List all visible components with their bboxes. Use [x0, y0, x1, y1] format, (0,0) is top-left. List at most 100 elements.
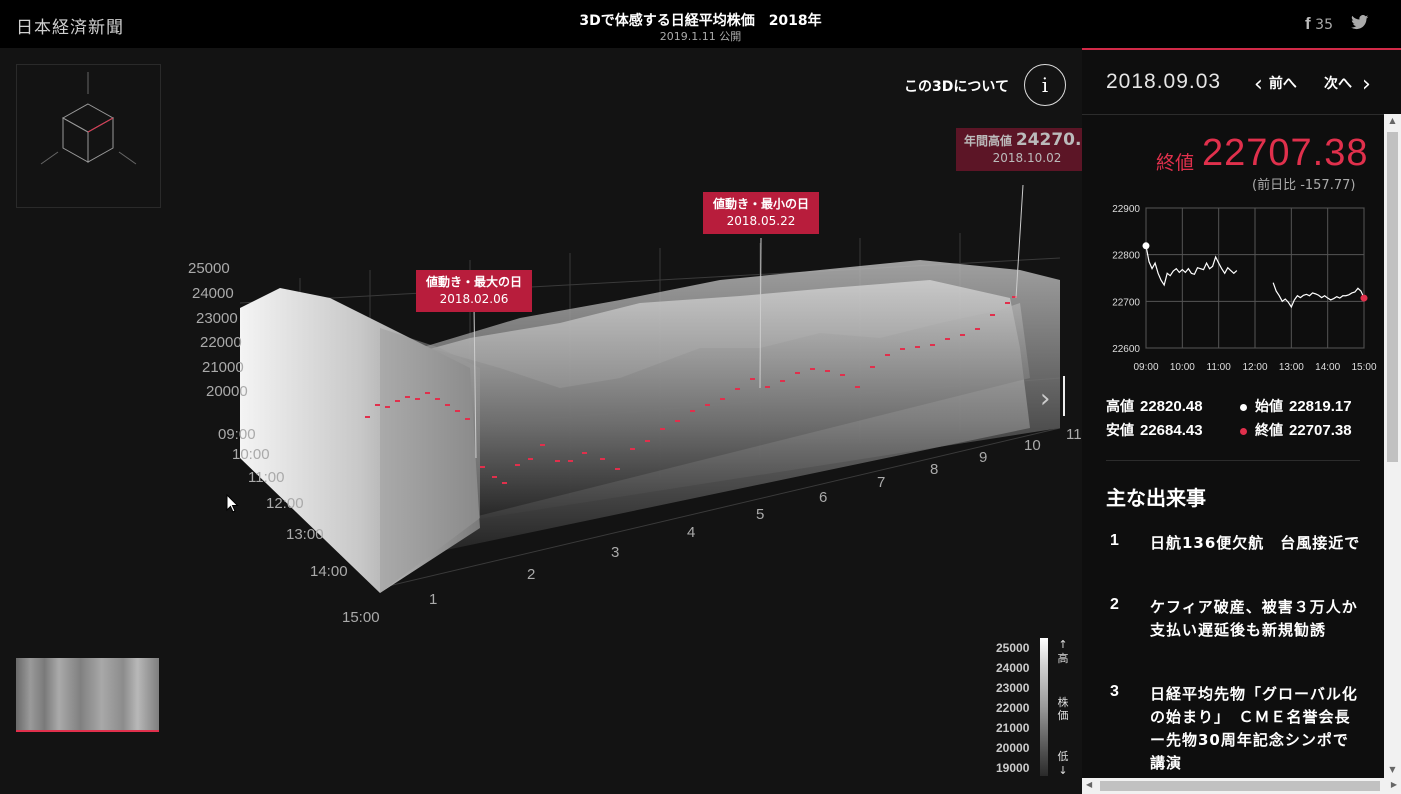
intraday-chart: 22900 22800 22700 22600 09:00 10:00 11:00 12:00…: [1112, 204, 1377, 373]
callout-pointer-lines: [473, 184, 1024, 459]
legend-high-label: 高: [1057, 652, 1069, 665]
horizontal-scrollbar[interactable]: ◀ ▶: [1082, 778, 1401, 794]
hscrollbar-thumb[interactable]: [1100, 781, 1380, 791]
scroll-right-icon[interactable]: ▶: [1390, 780, 1397, 789]
scroll-left-icon[interactable]: ◀: [1086, 780, 1093, 789]
price-color-legend: 25000 24000 23000 22000 21000 20000 1900…: [990, 638, 1078, 788]
view-navigator[interactable]: [16, 64, 161, 208]
next-label: 次へ: [1324, 76, 1352, 92]
legend-value: 22000: [996, 701, 1030, 715]
month-tick: 8: [930, 461, 939, 478]
mouse-cursor-icon: [226, 494, 239, 513]
prev-day-button[interactable]: ‹ 前へ: [1254, 72, 1297, 97]
scroll-down-icon[interactable]: ▼: [1389, 765, 1396, 774]
next-day-button[interactable]: 次へ ›: [1324, 72, 1371, 97]
month-tick: 9: [979, 449, 988, 466]
selected-date: 2018.09.03: [1106, 70, 1222, 93]
month-tick: 6: [819, 489, 828, 506]
share-buttons: f 35: [1305, 14, 1369, 34]
price-tick: 20000: [206, 383, 248, 400]
event-number: 1: [1110, 532, 1119, 549]
legend-value: 20000: [996, 741, 1030, 755]
chart-x-tick-label: 10:00: [1170, 362, 1195, 373]
callout-min-move-date: 2018.05.22: [726, 214, 796, 228]
close-value: 22707.38: [1202, 132, 1369, 174]
month-tick: 1: [429, 591, 438, 608]
time-tick: 15:00: [342, 609, 380, 626]
daily-close-markers: [365, 296, 1017, 484]
price-tick: 25000: [188, 260, 230, 277]
sidebar-scrollbar[interactable]: ▲ ▼: [1384, 114, 1401, 778]
chart-series-line-2: [1272, 282, 1365, 309]
chart-y-tick-label: 22600: [1112, 344, 1140, 355]
timeline-minimap[interactable]: [16, 658, 159, 732]
legend-mid-label: 株価: [1057, 696, 1069, 722]
info-button[interactable]: i: [1024, 64, 1066, 106]
chart-x-tick-label: 12:00: [1242, 362, 1267, 373]
callout-max-move-title: 値動き・最大の日: [425, 275, 522, 289]
scrollbar-thumb[interactable]: [1387, 132, 1398, 462]
prev-label: 前へ: [1268, 76, 1297, 92]
callout-year-high[interactable]: 年間高値 24270.6 2018.10.02: [956, 128, 1082, 171]
open-marker: [1142, 242, 1150, 250]
low-label: 安値: [1106, 423, 1134, 439]
event-number: 2: [1110, 596, 1119, 613]
about-3d-label[interactable]: この3Dについて: [904, 79, 1009, 95]
high-value: 22820.48: [1140, 398, 1203, 415]
facebook-share-button[interactable]: f 35: [1305, 14, 1333, 34]
close-marker: [1360, 294, 1368, 302]
stock-3d-visualization[interactable]: [0, 48, 1082, 794]
price-tick: 22000: [200, 334, 242, 351]
legend-value: 25000: [996, 641, 1030, 655]
events-title: 主な出来事: [1106, 486, 1206, 510]
close2-value: 22707.38: [1289, 422, 1352, 439]
open-dot-icon: [1240, 403, 1247, 411]
chevron-right-icon: ›: [1362, 72, 1371, 97]
twitter-share-button[interactable]: [1351, 14, 1369, 34]
legend-value: 23000: [996, 681, 1030, 695]
chart-x-tick-label: 09:00: [1133, 362, 1158, 373]
3d-stage[interactable]: この3Dについて i 値動き・最大の日 2018.02.06 値動き・最小の日 …: [0, 48, 1082, 794]
chart-y-tick-label: 22700: [1112, 297, 1140, 308]
legend-low-label: 低: [1057, 750, 1069, 763]
close2-label: 終値: [1255, 423, 1283, 439]
month-tick: 2: [527, 566, 536, 583]
open-label: 始値: [1255, 399, 1283, 415]
share-count: 35: [1315, 17, 1333, 33]
callout-year-high-title: 年間高値: [964, 134, 1013, 148]
close-price: 終値 22707.38: [1240, 420, 1352, 440]
detail-sidebar: 2018.09.03 ‹ 前へ 次へ ›: [1082, 48, 1401, 794]
legend-value: 24000: [996, 661, 1030, 675]
callout-max-move-date: 2018.02.06: [439, 292, 509, 306]
close-dot-icon: [1240, 427, 1247, 435]
time-tick: 10:00: [232, 446, 270, 463]
time-tick: 12:00: [266, 495, 304, 512]
up-arrow-icon: ↑: [1058, 638, 1068, 651]
callout-min-move-title: 値動き・最小の日: [712, 197, 809, 211]
month-tick: 7: [877, 474, 886, 491]
stage-next-arrow[interactable]: ›: [1040, 384, 1051, 414]
sidebar-header: 2018.09.03 ‹ 前へ 次へ ›: [1082, 50, 1401, 115]
time-tick: 14:00: [310, 563, 348, 580]
nikkei-logo[interactable]: 日本経済新聞: [16, 18, 124, 38]
chart-series-line-1: [1145, 245, 1238, 287]
month-tick: 11: [1066, 426, 1082, 443]
stage-cursor-bar: [1063, 376, 1065, 416]
page-title: 3Dで体感する日経平均株価 2018年: [579, 13, 822, 29]
callout-min-move[interactable]: 値動き・最小の日 2018.05.22: [703, 192, 819, 234]
publish-date: 2019.1.11 公開: [659, 30, 742, 43]
open-price: 始値 22819.17: [1240, 396, 1352, 416]
price-tick: 21000: [202, 359, 244, 376]
price-ridges: [240, 260, 1060, 593]
scroll-up-icon[interactable]: ▲: [1389, 116, 1396, 125]
chart-x-tick-label: 15:00: [1351, 362, 1376, 373]
callout-max-move[interactable]: 値動き・最大の日 2018.02.06: [416, 270, 532, 312]
price-tick: 24000: [192, 285, 234, 302]
high-price: 高値 22820.48: [1106, 396, 1203, 416]
twitter-icon: [1351, 14, 1369, 29]
facebook-icon: f: [1305, 14, 1311, 33]
time-tick: 11:00: [248, 469, 285, 486]
day-change: (前日比 -157.77): [1252, 178, 1356, 193]
chart-x-tick-label: 14:00: [1315, 362, 1340, 373]
cube-navigator-icon: [40, 72, 137, 165]
